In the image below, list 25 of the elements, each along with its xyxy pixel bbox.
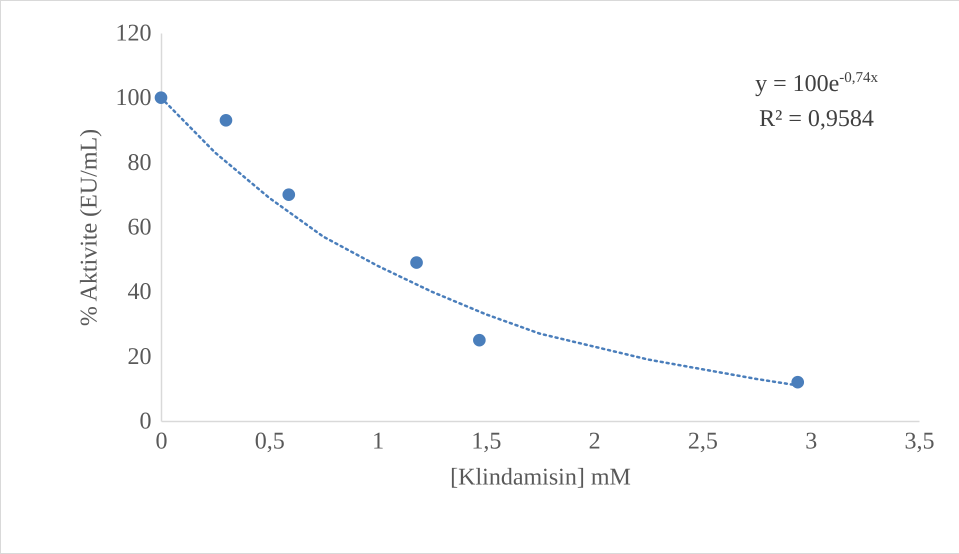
y-axis-title: % Aktivite (EU/mL) [76, 128, 102, 326]
point [220, 114, 232, 127]
x-tick-label: 2,5 [688, 428, 718, 454]
y-tick-label: 60 [128, 214, 152, 240]
x-tick-label: 0,5 [254, 428, 285, 454]
y-tick-label: 80 [128, 150, 152, 176]
annotation: y = 100e$^{-0,74x}$ [755, 69, 878, 99]
y-tick-label: 100 [116, 85, 152, 112]
y-tick-label: 20 [128, 344, 152, 370]
y-tick-label: 0 [140, 408, 152, 434]
x-tick-label: 3 [805, 428, 818, 454]
x-tick-label: 3,5 [904, 428, 934, 454]
point [282, 188, 296, 201]
annotation: R² = 0,9584 [758, 104, 875, 134]
y-tick-label: 120 [116, 20, 152, 46]
point [791, 376, 804, 389]
x-tick-label: 2 [588, 428, 601, 454]
point [154, 91, 168, 104]
x-axis-title: [Klindamisin] mM [450, 464, 631, 490]
x-tick-label: 1 [372, 428, 384, 454]
point [473, 334, 486, 346]
point [410, 256, 423, 269]
x-tick-label: 1,5 [471, 428, 502, 454]
y-tick-label: 40 [128, 279, 152, 306]
x-tick-label: 0 [156, 428, 168, 454]
